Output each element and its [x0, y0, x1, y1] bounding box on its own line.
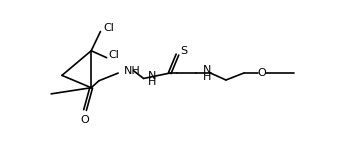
Text: Cl: Cl: [103, 23, 114, 33]
Text: Cl: Cl: [108, 50, 119, 60]
Text: S: S: [180, 46, 188, 56]
Text: N: N: [148, 71, 156, 81]
Text: H: H: [203, 72, 211, 82]
Text: H: H: [148, 77, 156, 87]
Text: O: O: [81, 115, 89, 125]
Text: N: N: [203, 65, 211, 75]
Text: O: O: [258, 68, 267, 78]
Text: NH: NH: [124, 66, 140, 76]
